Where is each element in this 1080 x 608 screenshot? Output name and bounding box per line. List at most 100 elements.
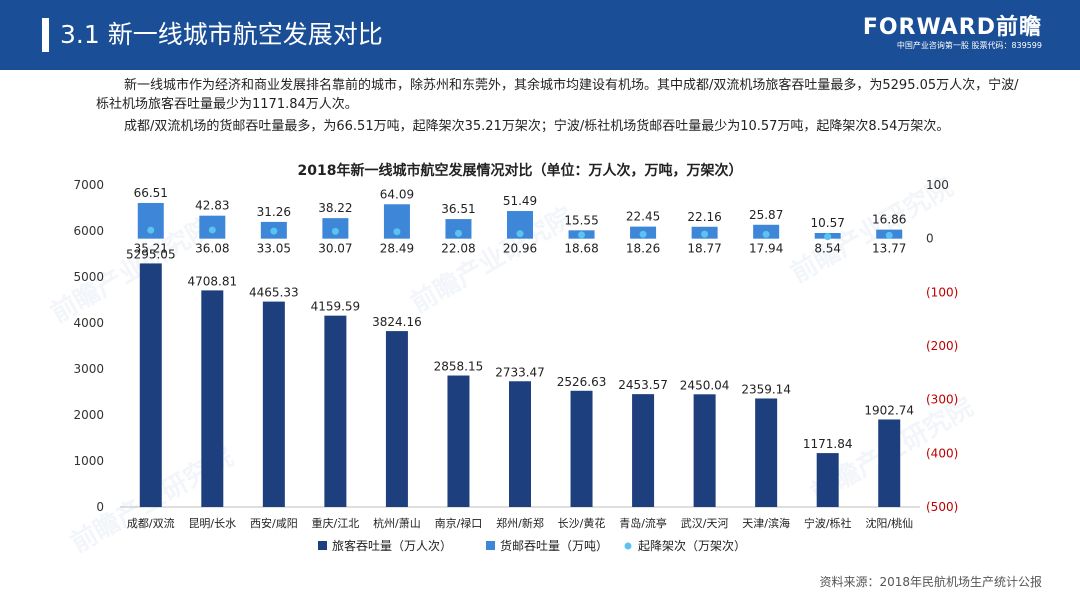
flights-value-label: 18.26 xyxy=(626,242,660,256)
flights-value-label: 13.77 xyxy=(872,242,906,256)
brand-logo: FORWARD前瞻 中国产业咨询第一股 股票代码：839599 xyxy=(863,16,1042,52)
category-label: 宁波/栎社 xyxy=(804,516,852,530)
category-label: 成都/双流 xyxy=(127,516,175,530)
flights-value-label: 17.94 xyxy=(749,242,783,256)
category-label: 西安/咸阳 xyxy=(250,516,298,530)
intro-text: 新一线城市作为经济和商业发展排名靠前的城市，除苏州和东莞外，其余城市均建设有机场… xyxy=(96,76,1026,139)
cargo-value-label: 66.51 xyxy=(134,186,168,200)
left-axis-tick: 1000 xyxy=(73,454,104,468)
legend-label: 起降架次（万架次） xyxy=(638,539,746,553)
legend-swatch xyxy=(486,541,495,550)
left-axis-tick: 6000 xyxy=(73,224,104,238)
cargo-value-label: 22.45 xyxy=(626,210,660,224)
passenger-bar xyxy=(386,331,408,507)
right-axis-tick: (300) xyxy=(926,393,958,407)
passenger-bar xyxy=(324,316,346,507)
passenger-value-label: 2733.47 xyxy=(495,365,545,379)
flights-point xyxy=(147,227,154,234)
flights-value-label: 33.05 xyxy=(257,242,291,256)
flights-point xyxy=(578,231,585,238)
flights-value-label: 22.08 xyxy=(441,242,475,256)
chart-container: 2018年新一线城市航空发展情况对比（单位：万人次，万吨，万架次） 0 1000 2… xyxy=(0,155,1080,574)
intro-paragraph-2: 成都/双流机场的货邮吞吐量最多，为66.51万吨，起降架次35.21万架次；宁波… xyxy=(96,117,1026,136)
cargo-value-label: 22.16 xyxy=(687,210,721,224)
cargo-value-label: 31.26 xyxy=(257,205,291,219)
category-label: 郑州/新郑 xyxy=(496,516,544,530)
cargo-value-label: 15.55 xyxy=(564,213,598,227)
flights-point xyxy=(824,233,831,240)
legend-label: 货邮吞吐量（万吨） xyxy=(500,538,608,553)
cargo-value-label: 10.57 xyxy=(811,216,845,230)
flights-value-label: 18.77 xyxy=(687,242,721,256)
passenger-value-label: 2858.15 xyxy=(434,360,484,374)
passenger-bar xyxy=(755,398,777,507)
category-label: 昆明/长水 xyxy=(188,517,236,530)
left-axis-tick: 3000 xyxy=(73,362,104,376)
flights-point xyxy=(393,228,400,235)
right-axis-tick: (100) xyxy=(926,285,958,299)
passenger-value-label: 2359.14 xyxy=(741,382,791,396)
cargo-value-label: 16.86 xyxy=(872,213,906,227)
passenger-value-label: 4708.81 xyxy=(187,274,237,288)
right-axis-tick: (500) xyxy=(926,500,958,514)
passenger-value-label: 2526.63 xyxy=(557,375,607,389)
flights-point xyxy=(886,232,893,239)
flights-value-label: 8.54 xyxy=(814,242,841,256)
cargo-value-label: 64.09 xyxy=(380,187,414,201)
category-label: 杭州/萧山 xyxy=(373,516,421,530)
passenger-value-label: 4159.59 xyxy=(311,300,361,314)
cargo-value-label: 36.51 xyxy=(441,202,475,216)
category-label: 天津/滨海 xyxy=(742,516,790,530)
passenger-bar xyxy=(817,453,839,507)
right-axis-tick: 100 xyxy=(926,178,949,192)
passenger-value-label: 1171.84 xyxy=(803,437,853,451)
category-label: 青岛/流亭 xyxy=(619,516,667,530)
logo-subtitle: 中国产业咨询第一股 股票代码：839599 xyxy=(863,40,1042,52)
flights-point xyxy=(270,228,277,235)
passenger-value-label: 3824.16 xyxy=(372,315,422,329)
passenger-bar xyxy=(878,419,900,507)
category-label: 武汉/天河 xyxy=(681,517,729,530)
passenger-value-label: 2453.57 xyxy=(618,378,668,392)
cargo-value-label: 42.83 xyxy=(195,199,229,213)
category-label: 南京/禄口 xyxy=(435,516,483,530)
left-axis-tick: 5000 xyxy=(73,270,104,284)
left-axis-tick: 0 xyxy=(96,500,104,514)
right-axis-tick: 0 xyxy=(926,232,934,246)
passenger-bar xyxy=(509,381,531,507)
flights-point xyxy=(701,231,708,238)
aviation-chart: 2018年新一线城市航空发展情况对比（单位：万人次，万吨，万架次） 010002… xyxy=(0,155,1080,570)
source-note: 资料来源：2018年民航机场生产统计公报 xyxy=(819,573,1042,590)
passenger-bar xyxy=(447,376,469,507)
passenger-value-label: 1902.74 xyxy=(864,403,914,417)
category-label: 长沙/黄花 xyxy=(558,516,606,530)
passenger-bar xyxy=(694,394,716,507)
cargo-value-label: 38.22 xyxy=(318,201,352,215)
passenger-bar xyxy=(140,263,162,507)
flights-value-label: 20.96 xyxy=(503,242,537,256)
passenger-value-label: 2450.04 xyxy=(680,378,730,392)
flights-value-label: 30.07 xyxy=(318,242,352,256)
cargo-value-label: 25.87 xyxy=(749,208,783,222)
right-axis-tick: (400) xyxy=(926,446,958,460)
passenger-bar xyxy=(201,290,223,507)
legend-label: 旅客吞吐量（万人次） xyxy=(332,538,452,553)
intro-paragraph-1: 新一线城市作为经济和商业发展排名靠前的城市，除苏州和东莞外，其余城市均建设有机场… xyxy=(70,76,1026,114)
legend-swatch xyxy=(318,541,327,550)
category-label: 重庆/江北 xyxy=(312,516,360,530)
flights-point xyxy=(455,230,462,237)
category-label: 沈阳/桃仙 xyxy=(865,516,913,530)
flights-point xyxy=(209,226,216,233)
legend-swatch xyxy=(625,543,632,550)
passenger-value-label: 4465.33 xyxy=(249,286,299,300)
logo-text: FORWARD前瞻 xyxy=(863,16,1042,40)
flights-point xyxy=(640,231,647,238)
page-title: 3.1 新一线城市航空发展对比 xyxy=(60,19,383,51)
flights-point xyxy=(332,228,339,235)
flights-point xyxy=(517,230,524,237)
cargo-value-label: 51.49 xyxy=(503,194,537,208)
chart-title: 2018年新一线城市航空发展情况对比（单位：万人次，万吨，万架次） xyxy=(298,162,743,179)
left-axis-tick: 2000 xyxy=(73,408,104,422)
left-axis-tick: 7000 xyxy=(73,178,104,192)
flights-point xyxy=(763,231,770,238)
